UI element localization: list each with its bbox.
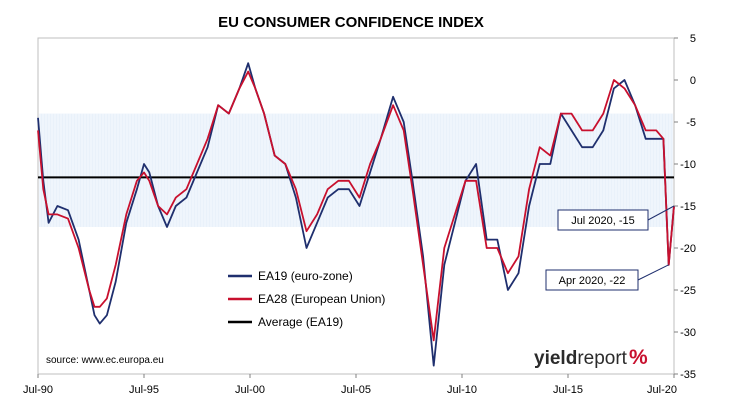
x-tick-label: Jul-05 bbox=[341, 384, 371, 396]
x-tick-label: Jul-95 bbox=[129, 384, 159, 396]
y-tick-label: -20 bbox=[680, 243, 696, 255]
series-line-ea28 bbox=[37, 70, 675, 342]
legend-label-ea19: EA19 (euro-zone) bbox=[258, 269, 353, 283]
logo-yield: yield bbox=[534, 348, 577, 369]
x-tick-label: Jul-20 bbox=[647, 384, 677, 396]
legend-label-average: Average (EA19) bbox=[258, 315, 343, 329]
x-tick-label: Jul-10 bbox=[447, 384, 477, 396]
y-tick-label: 5 bbox=[690, 33, 696, 45]
series-layer bbox=[37, 62, 675, 367]
y-tick-label: -35 bbox=[680, 369, 696, 381]
shaded-band-hatch bbox=[39, 113, 674, 227]
svg-text:yieldreport%: yieldreport% bbox=[534, 346, 648, 369]
legend: EA19 (euro-zone) EA28 (European Union) A… bbox=[228, 269, 385, 329]
axes: 5 0 -5 -10 -15 -20 -25 -30 -35 Jul-90 Jul-95 Jul-00… bbox=[23, 33, 696, 396]
logo-report: report bbox=[577, 348, 627, 369]
y-tick-label: -10 bbox=[680, 159, 696, 171]
annotation-label: Jul 2020, -15 bbox=[571, 215, 635, 227]
legend-label-ea28: EA28 (European Union) bbox=[258, 292, 385, 306]
logo-percent: % bbox=[629, 346, 648, 369]
annotations: Jul 2020, -15 Apr 2020, -22 bbox=[545, 205, 675, 291]
annotation-leader bbox=[647, 205, 675, 221]
y-tick-label: -15 bbox=[680, 201, 696, 213]
yieldreport-logo: yieldreport% bbox=[534, 346, 648, 369]
y-tick-label: -25 bbox=[680, 285, 696, 297]
annotation-label: Apr 2020, -22 bbox=[559, 275, 626, 287]
y-tick-label: -5 bbox=[686, 117, 696, 129]
annotation-box bbox=[557, 209, 649, 231]
chart-title: EU CONSUMER CONFIDENCE INDEX bbox=[218, 14, 484, 31]
x-tick-label: Jul-15 bbox=[553, 384, 583, 396]
source-note: source: www.ec.europa.eu bbox=[46, 355, 164, 366]
y-tick-label: 0 bbox=[690, 75, 696, 87]
x-tick-label: Jul-00 bbox=[235, 384, 265, 396]
series-line-ea19 bbox=[37, 62, 675, 367]
y-tick-label: -30 bbox=[680, 327, 696, 339]
annotation-box bbox=[545, 269, 639, 291]
annotation-leader bbox=[637, 264, 669, 281]
x-tick-label: Jul-90 bbox=[23, 384, 53, 396]
shaded-range-band bbox=[39, 113, 674, 227]
